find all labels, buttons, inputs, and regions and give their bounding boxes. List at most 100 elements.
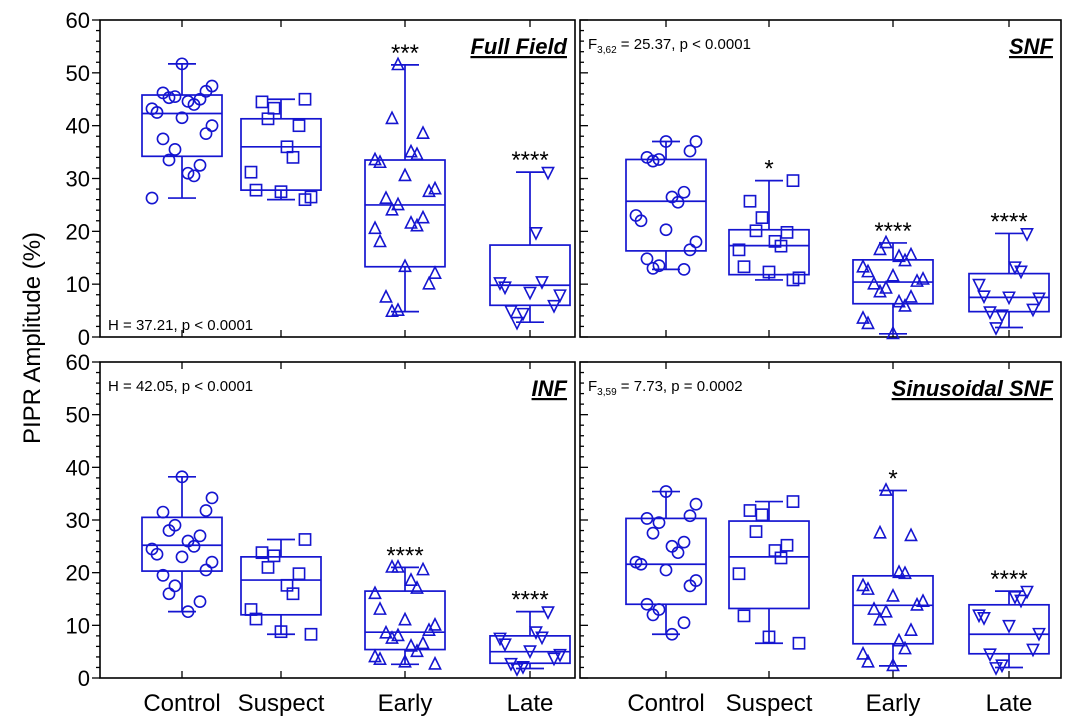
data-point <box>385 559 399 573</box>
box-late: **** <box>489 147 571 331</box>
data-point <box>193 158 207 172</box>
data-point <box>410 643 424 658</box>
data-point <box>886 657 900 672</box>
data-point <box>989 662 1003 676</box>
data-point <box>205 555 219 569</box>
significance-label: *** <box>391 40 419 67</box>
y-tick-label: 30 <box>66 508 90 533</box>
data-point <box>892 564 906 579</box>
data-point <box>298 92 312 106</box>
data-point <box>904 288 918 303</box>
data-point <box>671 546 685 560</box>
data-point <box>379 288 393 303</box>
data-point <box>749 224 763 238</box>
data-point <box>385 110 399 125</box>
panel-title: INF <box>532 376 568 401</box>
data-point <box>187 98 201 111</box>
data-point <box>510 663 524 677</box>
data-point <box>856 258 870 273</box>
box-iqr <box>625 517 707 606</box>
data-point <box>677 616 691 630</box>
data-point <box>199 563 213 577</box>
data-point <box>879 280 893 294</box>
data-point <box>861 315 875 330</box>
data-point <box>404 143 418 158</box>
data-point <box>156 132 170 146</box>
data-point <box>898 297 912 312</box>
data-point <box>498 638 512 653</box>
data-point <box>261 112 275 126</box>
box-control <box>141 470 223 619</box>
x-category-label: Control <box>143 690 220 717</box>
stat-subscript: 3,59 <box>597 387 617 398</box>
data-point <box>898 565 912 580</box>
data-point <box>886 325 900 340</box>
data-point <box>732 243 746 257</box>
box-late: **** <box>489 587 571 677</box>
panel-3: Control Suspect Early Late*****Sinusoidal S… <box>579 361 1062 717</box>
x-category-label: Early <box>866 690 921 717</box>
data-point <box>428 616 442 631</box>
data-point <box>249 612 263 626</box>
data-point <box>873 241 887 256</box>
data-point <box>428 180 442 195</box>
data-point <box>416 561 430 576</box>
data-point <box>162 587 176 601</box>
data-point <box>989 322 1003 336</box>
data-point <box>634 214 648 228</box>
data-point <box>541 606 555 621</box>
data-point <box>1014 594 1028 609</box>
data-point <box>150 547 164 561</box>
data-point <box>205 491 219 505</box>
data-point <box>892 248 906 263</box>
significance-label: **** <box>874 218 911 245</box>
data-point <box>398 167 412 182</box>
data-point <box>391 56 405 71</box>
data-point <box>665 627 679 641</box>
data-point <box>904 527 918 542</box>
data-point <box>298 533 312 546</box>
data-point <box>373 154 387 169</box>
data-point <box>774 239 788 253</box>
data-point <box>422 183 436 198</box>
data-point <box>652 153 666 166</box>
data-point <box>175 470 189 484</box>
data-point <box>1026 643 1040 658</box>
data-point <box>193 529 207 543</box>
box-suspect <box>240 92 322 207</box>
box-iqr <box>489 244 571 307</box>
data-point <box>504 305 518 319</box>
data-point <box>732 567 746 581</box>
data-point <box>792 636 806 650</box>
significance-label: **** <box>990 208 1027 235</box>
data-point <box>404 215 418 229</box>
panel-title: SNF <box>1009 34 1054 59</box>
data-point <box>856 645 870 660</box>
y-tick-label: 20 <box>66 561 90 586</box>
data-point <box>879 234 893 249</box>
data-point <box>861 653 875 668</box>
data-point <box>762 265 776 279</box>
stat-annotation: H = 42.05, p < 0.0001 <box>108 378 253 395</box>
data-point <box>743 504 757 517</box>
data-point <box>1032 627 1046 642</box>
data-point <box>659 485 673 498</box>
data-point <box>683 509 697 523</box>
data-point <box>404 638 418 652</box>
y-tick-label: 10 <box>66 272 90 297</box>
data-point <box>640 597 654 611</box>
data-point <box>292 119 306 133</box>
data-point <box>892 293 906 308</box>
data-point <box>671 195 685 209</box>
data-point <box>898 252 912 267</box>
panel-title: Full Field <box>470 34 567 59</box>
data-point <box>547 652 561 667</box>
data-point <box>659 563 673 577</box>
data-point <box>162 91 176 105</box>
box-iqr <box>141 94 223 158</box>
data-point <box>398 258 412 273</box>
data-point <box>879 603 893 618</box>
data-point <box>873 524 887 539</box>
